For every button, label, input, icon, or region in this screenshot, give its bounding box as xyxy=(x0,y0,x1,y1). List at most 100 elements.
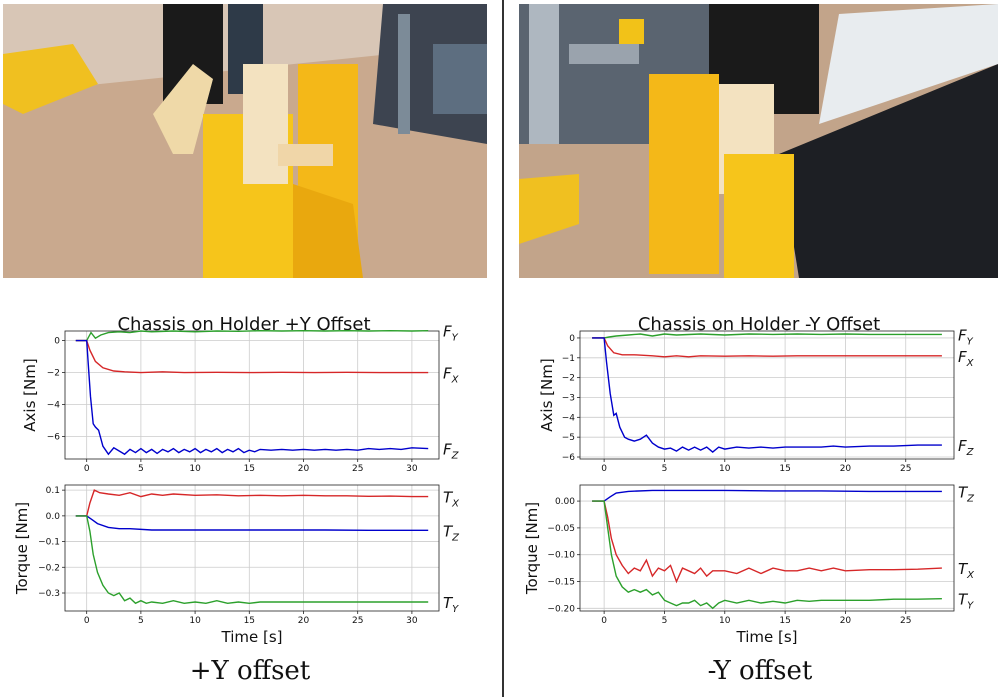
series-label-main: T xyxy=(958,483,969,501)
series-label-sub: X xyxy=(451,375,460,386)
series-label-sub: Y xyxy=(452,604,459,615)
series-label-fy: FY xyxy=(443,323,459,344)
robot-gripper-photo-left xyxy=(3,4,487,278)
series-label-main: T xyxy=(958,560,969,578)
x-tick-label: 5 xyxy=(662,464,668,474)
series-line-fz xyxy=(75,339,429,456)
series-line-ty xyxy=(592,500,942,610)
series-label-fz: FZ xyxy=(443,441,460,462)
y-tick-label: 0 xyxy=(54,337,60,347)
x-tick-label: 0 xyxy=(84,616,90,626)
y-axis-title: Axis [Nm] xyxy=(538,358,556,431)
x-tick-label: 20 xyxy=(298,616,310,626)
x-tick-label: 25 xyxy=(900,464,911,474)
y-tick-label: −0.10 xyxy=(547,551,575,561)
x-tick-label: 5 xyxy=(138,616,144,626)
caption-right: -Y offset xyxy=(707,656,813,686)
y-tick-label: −0.1 xyxy=(38,538,60,548)
y-tick-label: −4 xyxy=(47,401,61,411)
x-tick-label: 25 xyxy=(352,616,363,626)
x-tick-label: 25 xyxy=(352,464,363,474)
series-label-sub: Z xyxy=(451,532,460,543)
series-line-fy xyxy=(75,329,429,342)
series-label-tx: TX xyxy=(443,489,460,510)
robot-gripper-photo-right xyxy=(519,4,998,278)
y-tick-label: 0.1 xyxy=(46,486,60,496)
series-label-main: F xyxy=(443,323,452,341)
x-tick-label: 10 xyxy=(719,464,731,474)
x-tick-label: 15 xyxy=(779,464,790,474)
series-label-main: F xyxy=(958,348,967,366)
y-tick-label: 0.00 xyxy=(555,497,575,507)
chart-title: Chassis on Holder +Y Offset xyxy=(117,314,370,335)
chart-title: Chassis on Holder -Y Offset xyxy=(638,314,880,335)
x-tick-label: 0 xyxy=(601,616,607,626)
series-line-fy xyxy=(592,333,942,339)
x-tick-label: 20 xyxy=(840,616,852,626)
x-tick-label: 5 xyxy=(138,464,144,474)
y-tick-label: −0.3 xyxy=(38,589,60,599)
series-label-main: F xyxy=(958,437,967,455)
caption-left: +Y offset xyxy=(189,656,311,686)
x-tick-label: 25 xyxy=(900,616,911,626)
x-tick-label: 5 xyxy=(662,616,668,626)
x-tick-label: 15 xyxy=(244,616,255,626)
y-tick-label: −3 xyxy=(562,393,575,403)
y-tick-label: −0.15 xyxy=(547,578,575,588)
x-tick-label: 10 xyxy=(189,616,201,626)
y-tick-label: −0.05 xyxy=(547,524,575,534)
series-label-main: F xyxy=(443,365,452,383)
series-line-tz xyxy=(75,515,429,531)
x-tick-label: 0 xyxy=(601,464,607,474)
series-label-sub: X xyxy=(966,570,975,581)
x-axis-title: Time [s] xyxy=(736,628,798,646)
series-label-fy: FY xyxy=(958,326,974,347)
photo-right xyxy=(519,4,998,278)
series-line-fx xyxy=(75,339,429,374)
y-axis-title: Torque [Nm] xyxy=(523,502,541,595)
series-label-sub: X xyxy=(966,358,975,369)
series-label-fx: FX xyxy=(443,365,460,386)
series-label-fx: FX xyxy=(958,348,975,369)
x-tick-label: 30 xyxy=(406,616,418,626)
series-label-sub: Y xyxy=(967,336,974,347)
y-axis-title: Axis [Nm] xyxy=(21,358,39,431)
series-line-fz xyxy=(592,337,942,454)
y-tick-label: −5 xyxy=(562,433,575,443)
series-label-sub: Z xyxy=(451,451,460,462)
panel-divider xyxy=(502,0,504,697)
series-label-ty: TY xyxy=(958,591,974,612)
x-tick-label: 15 xyxy=(779,616,790,626)
series-line-fx xyxy=(592,337,942,358)
series-label-main: T xyxy=(443,489,454,507)
x-tick-label: 0 xyxy=(84,464,90,474)
y-tick-label: −0.2 xyxy=(38,563,60,573)
series-line-ty xyxy=(75,515,429,605)
series-label-sub: X xyxy=(451,499,460,510)
x-tick-label: 20 xyxy=(840,464,852,474)
series-label-main: T xyxy=(443,522,454,540)
y-tick-label: −1 xyxy=(562,354,575,364)
photo-left xyxy=(3,4,487,278)
y-tick-label: 0.0 xyxy=(46,512,61,522)
plot-frame xyxy=(64,484,440,612)
plot-frame xyxy=(64,330,440,460)
series-label-sub: Y xyxy=(452,333,459,344)
series-label-tx: TX xyxy=(958,560,975,581)
x-tick-label: 30 xyxy=(406,464,418,474)
series-line-tx xyxy=(592,500,942,584)
series-line-tx xyxy=(75,489,429,517)
series-label-sub: Z xyxy=(966,493,975,504)
series-label-main: T xyxy=(958,591,969,609)
x-tick-label: 10 xyxy=(189,464,201,474)
plot-frame xyxy=(579,330,955,460)
series-label-sub: Z xyxy=(966,447,975,458)
series-label-ty: TY xyxy=(443,594,459,615)
y-tick-label: −0.20 xyxy=(547,604,575,614)
x-tick-label: 15 xyxy=(244,464,255,474)
y-tick-label: −2 xyxy=(47,369,60,379)
series-label-tz: TZ xyxy=(443,522,460,543)
y-axis-title: Torque [Nm] xyxy=(13,502,31,595)
series-label-main: F xyxy=(958,326,967,344)
x-tick-label: 20 xyxy=(298,464,310,474)
